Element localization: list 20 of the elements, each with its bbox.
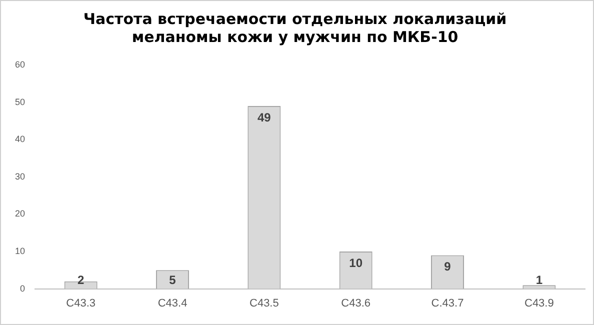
x-tick-label: C43.5 [249, 297, 279, 310]
chart-title: Частота встречаемости отдельных локализаций меланомы кожи у мужчин по МКБ-10 [83, 10, 507, 46]
data-label: 9 [444, 260, 452, 274]
data-label: 10 [349, 256, 363, 270]
y-tick-label: 60 [14, 59, 26, 70]
data-label: 5 [169, 273, 176, 288]
y-tick-label: 50 [14, 96, 26, 107]
x-tick-label: C43.4 [158, 297, 188, 310]
x-tick-label: C43.9 [524, 297, 554, 310]
y-tick-label: 10 [14, 246, 26, 256]
y-tick-label: 20 [14, 208, 26, 219]
y-tick-label: 40 [14, 134, 26, 144]
data-label: 2 [78, 273, 84, 288]
data-label: 49 [257, 110, 272, 124]
x-tick-label: C.43.7 [431, 297, 464, 310]
y-tick-label: 30 [14, 171, 26, 182]
x-tick-label: C43.6 [341, 297, 371, 310]
x-tick-label: C43.3 [66, 297, 96, 310]
y-tick-label: 0 [20, 283, 26, 294]
data-label: 1 [536, 273, 543, 288]
